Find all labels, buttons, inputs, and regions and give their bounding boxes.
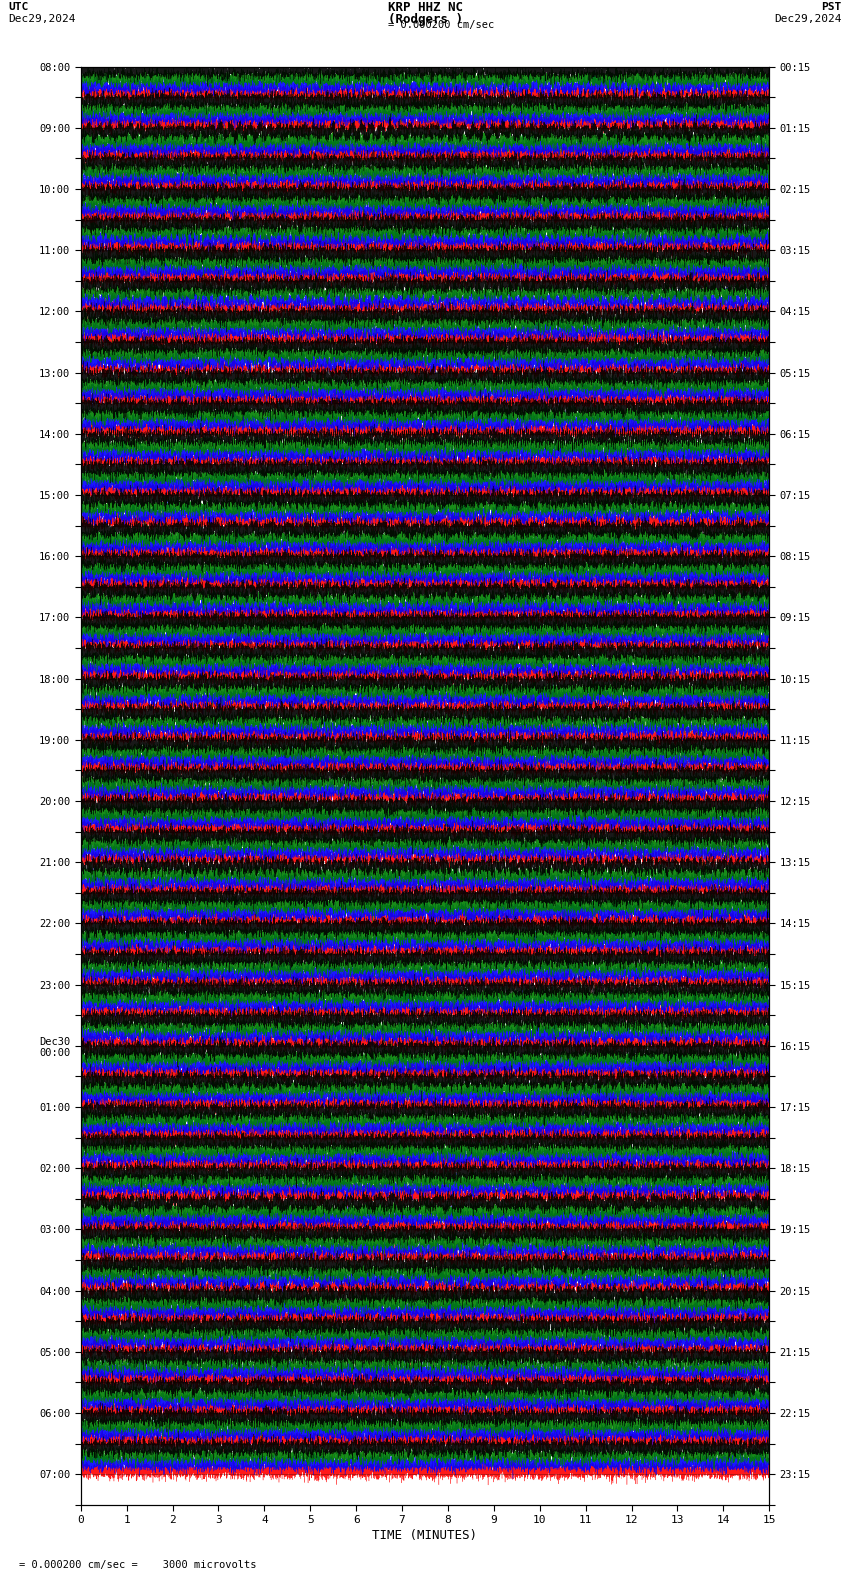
Text: UTC: UTC bbox=[8, 2, 29, 13]
Text: KRP HHZ NC: KRP HHZ NC bbox=[388, 0, 462, 14]
Text: (Rodgers ): (Rodgers ) bbox=[388, 13, 462, 25]
Text: = 0.000200 cm/sec: = 0.000200 cm/sec bbox=[388, 19, 495, 30]
Text: Dec29,2024: Dec29,2024 bbox=[774, 14, 842, 24]
Text: Dec29,2024: Dec29,2024 bbox=[8, 14, 76, 24]
Text: = 0.000200 cm/sec =    3000 microvolts: = 0.000200 cm/sec = 3000 microvolts bbox=[19, 1560, 256, 1570]
Text: PST: PST bbox=[821, 2, 842, 13]
X-axis label: TIME (MINUTES): TIME (MINUTES) bbox=[372, 1530, 478, 1543]
